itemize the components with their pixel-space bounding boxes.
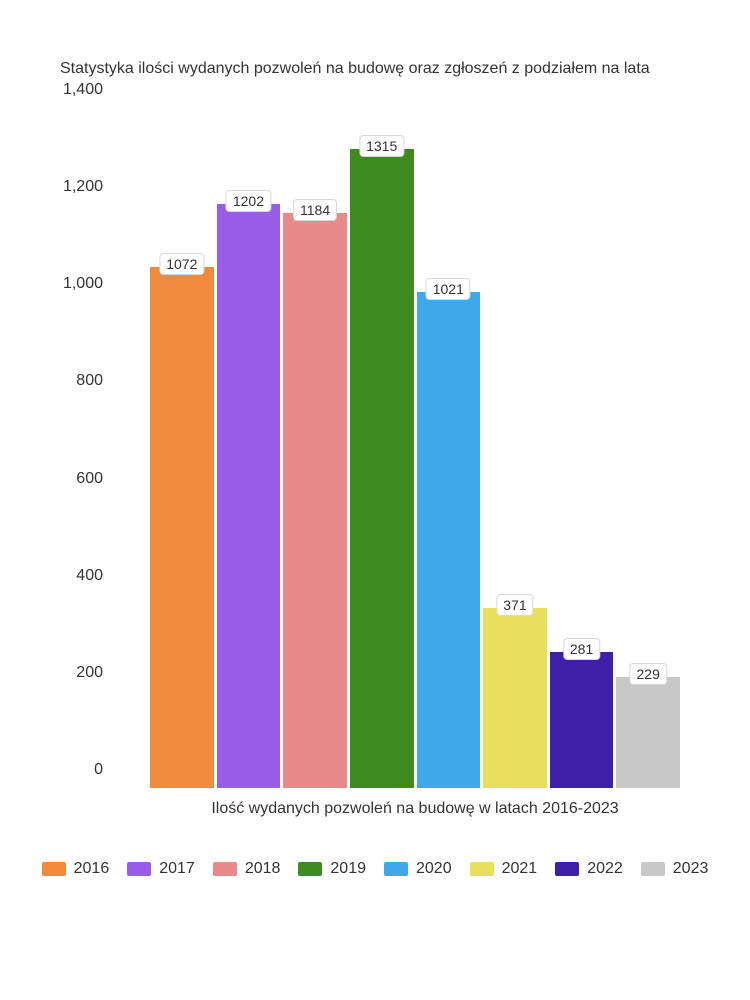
y-tick-label: 800 [76,372,103,390]
legend-item-2022: 2022 [555,860,623,878]
bar-2022: 281 [550,108,614,788]
plot-area: 10721202118413151021371281229 [120,108,710,788]
legend-swatch [213,862,237,876]
legend-swatch [127,862,151,876]
legend-item-2018: 2018 [213,860,281,878]
bar-value-label: 229 [630,663,667,685]
bar-rect: 229 [616,677,680,788]
bar-rect: 1021 [417,292,481,788]
legend-swatch [42,862,66,876]
bar-rect: 281 [550,652,614,788]
chart-title: Statystyka ilości wydanych pozwoleń na b… [60,60,710,78]
bar-rect: 1202 [217,204,281,788]
legend-swatch [298,862,322,876]
legend-label: 2016 [74,860,110,878]
legend-label: 2021 [502,860,538,878]
y-tick-label: 400 [76,567,103,585]
legend-swatch [384,862,408,876]
legend-label: 2022 [587,860,623,878]
y-tick-label: 0 [94,761,103,779]
y-tick-label: 1,400 [63,81,103,99]
y-tick-label: 600 [76,470,103,488]
bar-rect: 371 [483,608,547,788]
bar-2023: 229 [616,108,680,788]
bar-value-label: 371 [496,594,533,616]
bar-value-label: 1184 [293,199,337,221]
legend-swatch [470,862,494,876]
legend: 2016 2017 2018 2019 2020 2021 2022 2023 [40,860,710,878]
legend-item-2017: 2017 [127,860,195,878]
bar-value-label: 1202 [226,190,271,212]
bar-rect: 1315 [350,149,414,788]
bar-2017: 1202 [217,108,281,788]
legend-item-2023: 2023 [641,860,709,878]
legend-item-2020: 2020 [384,860,452,878]
bar-2019: 1315 [350,108,414,788]
legend-swatch [555,862,579,876]
chart-area: 02004006008001,0001,2001,400 10721202118… [40,108,710,878]
bar-rect: 1072 [150,267,214,788]
y-axis: 02004006008001,0001,2001,400 [40,108,115,788]
x-axis-label: Ilość wydanych pozwoleń na budowę w lata… [120,800,710,818]
y-tick-label: 200 [76,664,103,682]
y-tick-label: 1,200 [63,178,103,196]
bar-2021: 371 [483,108,547,788]
legend-label: 2020 [416,860,452,878]
bar-value-label: 1315 [359,135,404,157]
legend-label: 2019 [330,860,366,878]
bar-value-label: 1021 [426,278,471,300]
legend-swatch [641,862,665,876]
bar-value-label: 281 [563,638,600,660]
legend-label: 2017 [159,860,195,878]
bar-rect: 1184 [283,213,347,788]
y-tick-label: 1,000 [63,275,103,293]
legend-label: 2023 [673,860,709,878]
bar-2020: 1021 [417,108,481,788]
bar-2016: 1072 [150,108,214,788]
legend-label: 2018 [245,860,281,878]
legend-item-2021: 2021 [470,860,538,878]
legend-item-2016: 2016 [42,860,110,878]
legend-item-2019: 2019 [298,860,366,878]
bar-value-label: 1072 [159,253,204,275]
bar-2018: 1184 [283,108,347,788]
